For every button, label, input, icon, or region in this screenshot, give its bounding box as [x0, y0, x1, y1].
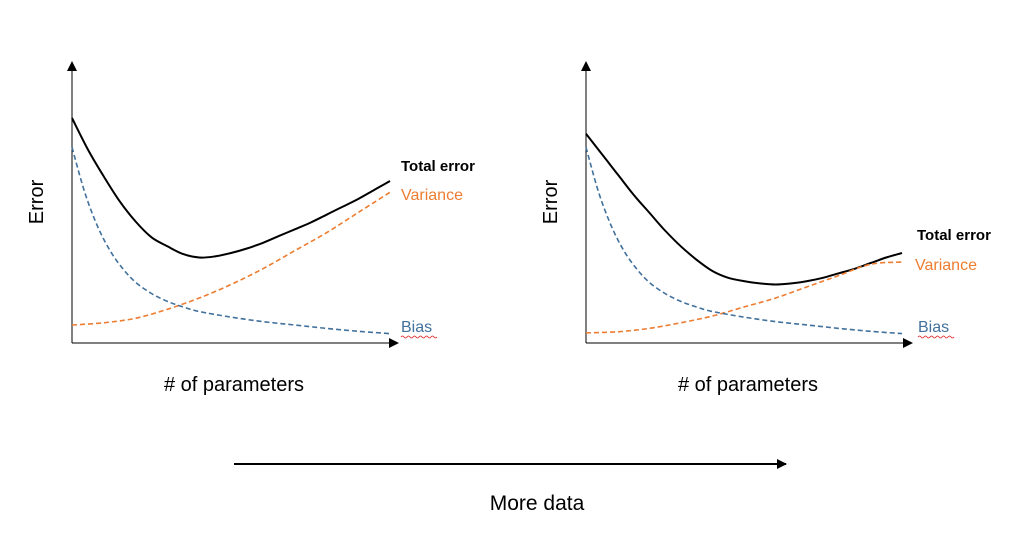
right-y-axis-label: Error [540, 179, 562, 224]
left-total-error-line [71, 117, 391, 259]
left-total-error-label: Total error [401, 158, 475, 175]
right-bias-label: Bias [918, 319, 949, 336]
left-y-axis-label: Error [26, 179, 48, 224]
right-total-error-line [585, 133, 903, 286]
left-variance-label: Variance [401, 187, 463, 204]
left-x-axis-label: # of parameters [164, 374, 304, 396]
right-x-axis-label: # of parameters [678, 374, 818, 396]
right-variance-line [585, 261, 903, 334]
right-bias-line [585, 147, 903, 335]
left-variance-line [71, 191, 391, 326]
more-data-caption: More data [490, 492, 585, 515]
right-total-error-label: Total error [917, 227, 991, 244]
left-chart: Error # of parameters Total error Varian… [26, 61, 475, 396]
left-bias-spellcheck-underline [400, 335, 438, 339]
left-bias-label: Bias [401, 319, 432, 336]
right-chart: Error # of parameters Total error Varian… [540, 61, 991, 396]
left-bias-line [71, 147, 391, 335]
right-variance-label: Variance [915, 257, 977, 274]
right-bias-spellcheck-underline [917, 335, 955, 339]
